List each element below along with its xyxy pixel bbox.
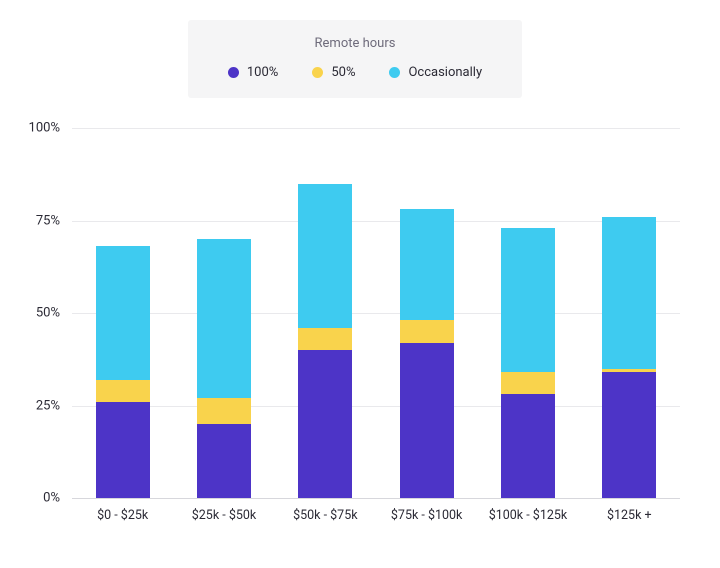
legend-item-100: 100%	[228, 65, 278, 80]
legend-swatch-icon	[228, 67, 239, 78]
x-tick-label: $25k - $50k	[173, 508, 274, 523]
x-axis: $0 - $25k$25k - $50k$50k - $75k$75k - $1…	[72, 508, 680, 523]
y-tick-label: 25%	[36, 398, 60, 413]
bar-segment	[96, 246, 150, 379]
bar-segment	[400, 209, 454, 320]
legend-swatch-icon	[312, 67, 323, 78]
legend-item-50: 50%	[312, 65, 355, 80]
y-tick-label: 75%	[36, 213, 60, 228]
plot-area: 0%25%50%75%100%	[72, 128, 680, 498]
bar-group	[96, 128, 150, 498]
bar-segment	[501, 372, 555, 394]
bar-segment	[400, 320, 454, 342]
legend-label: 50%	[331, 65, 355, 80]
x-tick-label: $50k - $75k	[275, 508, 376, 523]
x-tick-label: $100k - $125k	[477, 508, 578, 523]
gridline	[72, 498, 680, 499]
legend-swatch-icon	[389, 67, 400, 78]
chart-container: Remote hours 100% 50% Occasionally 0%25%…	[0, 0, 720, 568]
bar-segment	[96, 402, 150, 498]
y-tick-label: 0%	[43, 491, 60, 506]
x-tick-label: $125k +	[579, 508, 680, 523]
bar-segment	[197, 424, 251, 498]
legend-label: Occasionally	[408, 65, 482, 80]
y-axis: 0%25%50%75%100%	[20, 128, 68, 498]
legend-item-occasionally: Occasionally	[389, 65, 482, 80]
bar-segment	[501, 228, 555, 372]
legend: Remote hours 100% 50% Occasionally	[188, 20, 522, 98]
bar-group	[501, 128, 555, 498]
bar-segment	[197, 398, 251, 424]
x-tick-label: $75k - $100k	[376, 508, 477, 523]
bar-segment	[400, 343, 454, 498]
legend-items: 100% 50% Occasionally	[228, 65, 482, 80]
y-tick-label: 50%	[36, 306, 60, 321]
bar-segment	[602, 372, 656, 498]
bar-group	[400, 128, 454, 498]
bar-segment	[602, 217, 656, 369]
legend-label: 100%	[247, 65, 278, 80]
bar-segment	[501, 394, 555, 498]
bar-group	[298, 128, 352, 498]
bar-segment	[298, 350, 352, 498]
bar-segment	[197, 239, 251, 398]
legend-title: Remote hours	[228, 36, 482, 51]
bars-row	[72, 128, 680, 498]
x-tick-label: $0 - $25k	[72, 508, 173, 523]
bar-group	[197, 128, 251, 498]
bar-segment	[298, 328, 352, 350]
bar-group	[602, 128, 656, 498]
bar-segment	[298, 184, 352, 328]
bar-segment	[96, 380, 150, 402]
y-tick-label: 100%	[29, 121, 60, 136]
